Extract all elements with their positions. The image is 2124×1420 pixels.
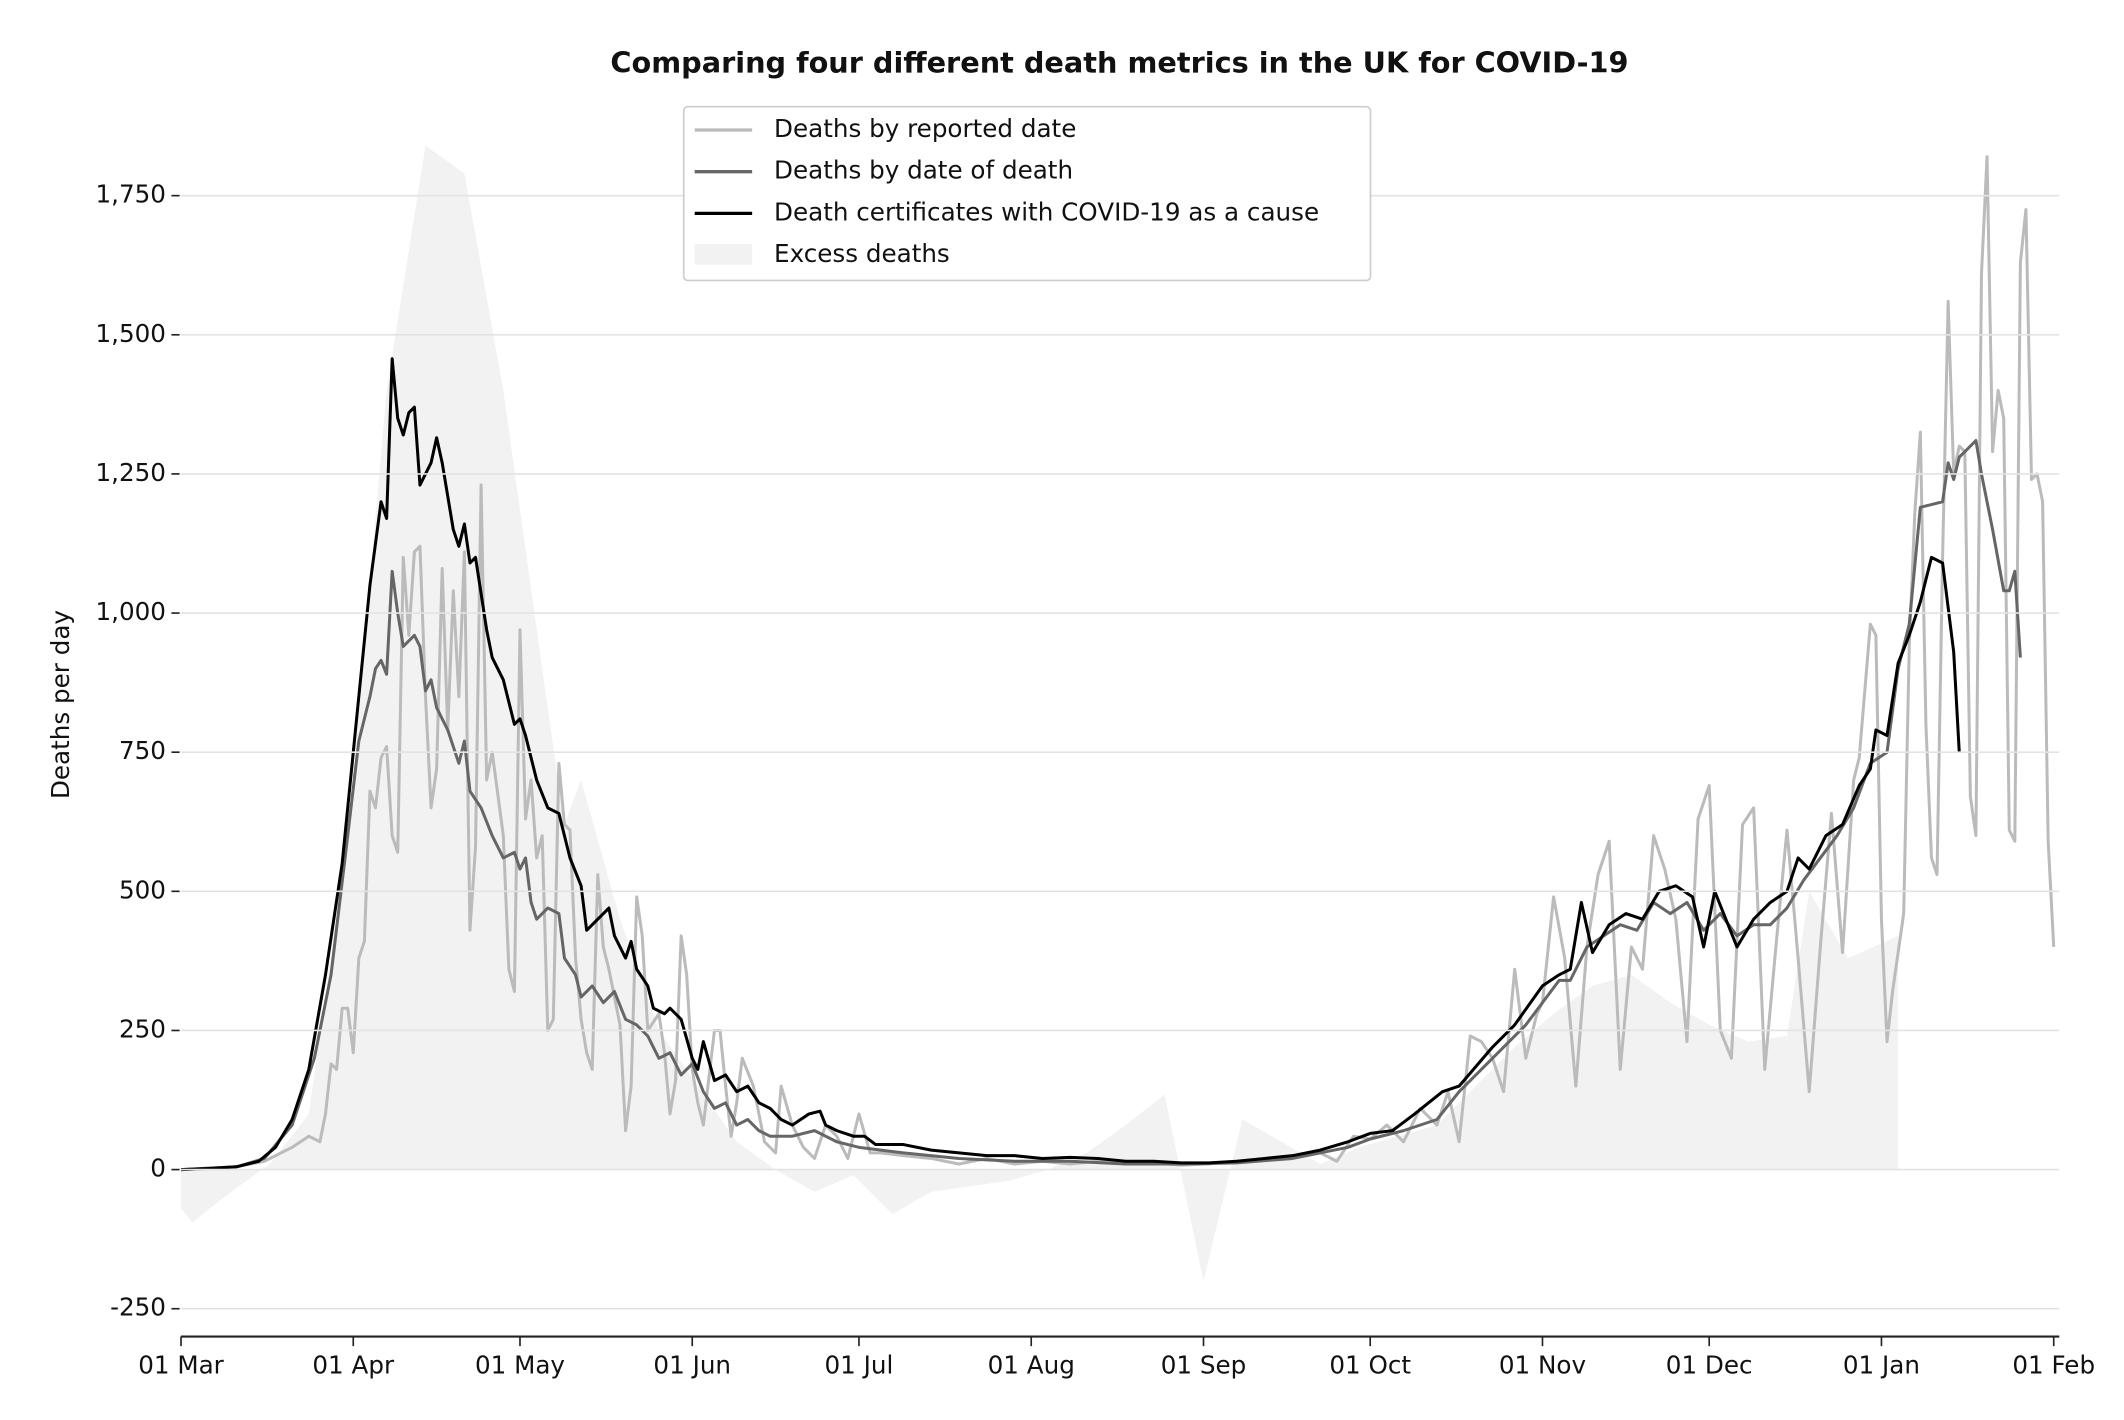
x-tick-label: 01 Aug [988, 1351, 1075, 1380]
y-tick-label: 500 [119, 875, 166, 904]
x-tick-label: 01 May [475, 1351, 565, 1380]
x-tick-label: 01 Apr [312, 1351, 395, 1380]
line [180, 155, 2056, 1172]
legend-box [682, 105, 1372, 282]
legend-swatch [694, 244, 753, 265]
y-tick-label: -250 [110, 1293, 166, 1322]
x-tick-label: 01 Sep [1161, 1351, 1247, 1380]
line [180, 357, 1961, 1172]
x-tick-label: 01 Nov [1499, 1351, 1586, 1380]
chart-title: Comparing four different death metrics i… [610, 45, 1628, 79]
y-tick-label: 0 [150, 1154, 166, 1183]
y-tick-label: 750 [119, 736, 166, 765]
y-tick-label: 1,250 [95, 458, 165, 487]
y-tick-label: 1,000 [95, 597, 165, 626]
y-tick-label: 1,500 [95, 319, 165, 348]
x-tick-label: 01 Jul [825, 1351, 894, 1380]
legend-label: Deaths by date of death [774, 156, 1073, 185]
y-tick-label: 250 [119, 1014, 166, 1043]
plot-area [180, 145, 2056, 1281]
x-tick-label: 01 Dec [1666, 1351, 1753, 1380]
y-tick-label: 1,750 [95, 180, 165, 209]
legend-label: Deaths by reported date [774, 114, 1076, 143]
y-axis-label: Deaths per day [46, 610, 75, 799]
x-tick-label: 01 Feb [2012, 1351, 2095, 1380]
line [180, 439, 2022, 1172]
legend: Deaths by reported date Deaths by date of… [682, 105, 1372, 282]
legend-label: Death certificates with COVID-19 as a ca… [774, 197, 1319, 226]
x-tick-label: 01 Oct [1329, 1351, 1411, 1380]
legend-label: Excess deaths [774, 239, 950, 268]
x-tick-label: 01 Jan [1843, 1351, 1920, 1380]
x-tick-label: 01 Mar [138, 1351, 224, 1380]
x-tick-label: 01 Jun [653, 1351, 731, 1380]
